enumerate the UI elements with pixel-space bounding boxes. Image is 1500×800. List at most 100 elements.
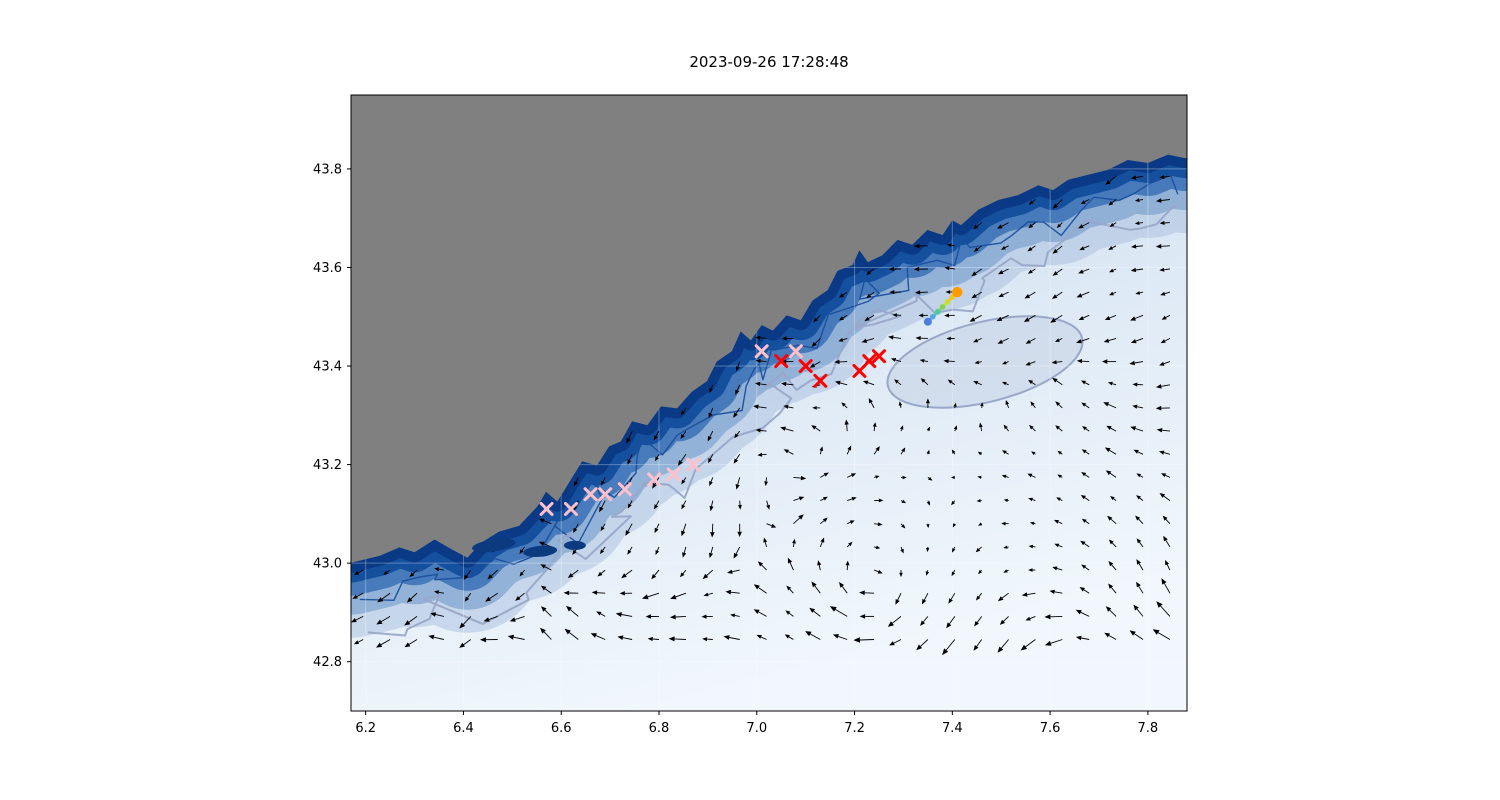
quiver-arrow: [1005, 383, 1009, 386]
quiver-arrowhead: [1136, 473, 1142, 478]
quiver-arrow: [1161, 384, 1170, 387]
quiver-arrowhead: [1025, 616, 1031, 621]
quiver-arrowhead: [654, 527, 659, 534]
quiver-arrowhead: [737, 531, 742, 537]
quiver-arrowhead: [976, 499, 981, 503]
axes-frame: 6.2 6.4 6.6 6.8 7.0 7.2 7.4 7.6 7.8 42.8 43.0 43.2 4…: [313, 94, 1188, 736]
quiver-arrow: [1138, 518, 1144, 525]
quiver-arrowhead: [811, 581, 817, 588]
quiver-arrowhead: [890, 358, 897, 362]
quiver-arrow: [735, 407, 741, 414]
quiver-arrowhead: [1108, 246, 1114, 250]
quiver-arrow: [788, 406, 794, 409]
quiver-arrow: [953, 500, 956, 503]
quiver-arrowhead: [709, 388, 713, 393]
quiver-arrowhead: [1156, 428, 1163, 433]
quiver-arrow: [357, 639, 364, 643]
quiver-arrowhead: [1080, 495, 1086, 500]
quiver-arrowhead: [733, 458, 739, 464]
quiver-arrowhead: [809, 607, 815, 613]
quiver-arrowhead: [848, 541, 853, 547]
quiver-arrowhead: [889, 641, 895, 646]
quiver-arrow: [410, 592, 418, 600]
quiver-arrowhead: [998, 293, 1004, 298]
quiver-arrowhead: [1055, 338, 1060, 342]
quiver-arrow: [736, 430, 741, 435]
quiver-arrowhead: [507, 634, 515, 640]
quiver-arrowhead: [1101, 359, 1108, 364]
quiver-arrowhead: [376, 619, 383, 625]
quiver-arrowhead: [1001, 521, 1006, 526]
quiver-arrowhead: [868, 398, 873, 404]
quiver-arrow: [433, 636, 445, 640]
quiver-arrowhead: [723, 635, 730, 640]
x-tick-label: 7.2: [844, 721, 865, 736]
quiver-arrowhead: [1003, 569, 1008, 573]
red-x-markers-point: [872, 349, 886, 364]
quiver-arrow: [980, 569, 983, 572]
quiver-arrow: [356, 592, 364, 597]
quiver-arrow: [760, 636, 767, 640]
quiver-arrowhead: [655, 550, 660, 555]
quiver-arrowhead: [1023, 317, 1030, 322]
quiver-arrowhead: [1057, 450, 1062, 455]
quiver-arrowhead: [1160, 339, 1166, 344]
quiver-arrowhead: [898, 401, 903, 406]
quiver-arrow: [600, 613, 606, 617]
quiver-arrow: [874, 523, 879, 525]
quiver-arrowhead: [977, 475, 982, 479]
quiver-arrow: [793, 498, 800, 502]
quiver-arrowhead: [996, 316, 1003, 322]
pink-x-markers-point: [754, 344, 769, 359]
quiver-arrowhead: [735, 366, 740, 372]
quiver-arrowhead: [780, 426, 786, 431]
land-mass: [351, 95, 1187, 563]
quiver-arrowhead: [925, 398, 930, 404]
quiver-arrowhead: [889, 290, 895, 295]
quiver-arrowhead: [755, 428, 761, 433]
quiver-arrowhead: [677, 460, 683, 466]
quiver-arrowhead: [1055, 425, 1060, 430]
quiver-arrowhead: [892, 313, 897, 317]
quiver-arrow: [1084, 543, 1090, 548]
quiver-arrow: [412, 569, 418, 575]
quiver-arrowhead: [430, 612, 436, 617]
quiver-arrowhead: [973, 645, 979, 651]
quiver-arrowhead: [1027, 247, 1033, 252]
quiver-arrow: [1054, 314, 1063, 321]
quiver-arrowhead: [1161, 315, 1167, 320]
quiver-arrow: [842, 291, 848, 296]
quiver-arrowhead: [999, 619, 1006, 625]
quiver-arrowhead: [574, 481, 578, 487]
quiver-arrow: [761, 564, 767, 571]
quiver-arrowhead: [708, 412, 713, 418]
quiver-arrow: [1163, 361, 1171, 365]
quiver-arrowhead: [1057, 474, 1062, 479]
quiver-arrowhead: [627, 549, 632, 555]
quiver-arrowhead: [1131, 244, 1137, 249]
quiver-arrowhead: [567, 573, 574, 578]
quiver-arrow: [766, 500, 769, 506]
drifter-trajectory: [923, 286, 963, 326]
quiver-arrow: [1113, 498, 1117, 501]
quiver-arrowhead: [1044, 614, 1051, 620]
quiver-arrow: [621, 614, 633, 617]
quiver-arrow: [977, 245, 982, 250]
quiver-arrowhead: [920, 620, 926, 626]
quiver-arrowhead: [601, 480, 605, 486]
quiver-arrow: [1028, 314, 1036, 320]
quiver-arrow: [683, 500, 687, 506]
quiver-arrowhead: [572, 549, 577, 555]
quiver-arrowhead: [1025, 361, 1031, 366]
quiver-arrowhead: [1020, 644, 1028, 651]
quiver-arrowhead: [926, 524, 930, 529]
quiver-arrowhead: [1109, 222, 1115, 227]
quiver-arrowhead: [485, 596, 492, 602]
quiver-arrowhead: [944, 313, 950, 318]
quiver-arrowhead: [487, 574, 493, 580]
quiver-arrowhead: [1078, 269, 1084, 274]
quiver-arrowhead: [784, 634, 790, 639]
quiver-arrowhead: [1001, 246, 1006, 250]
quiver-arrowhead: [1028, 568, 1033, 572]
